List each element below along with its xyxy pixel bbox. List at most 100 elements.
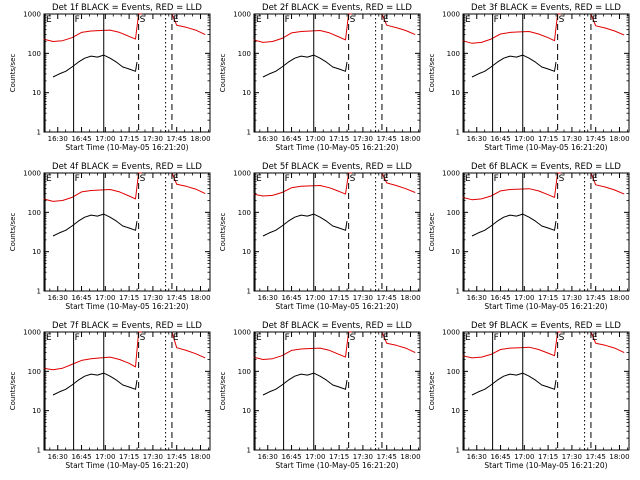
- plot-frame: [462, 13, 630, 133]
- y-tick-label: 100: [447, 368, 460, 376]
- marker-label: S: [559, 174, 565, 184]
- x-tick-label: 17:00: [95, 453, 115, 461]
- marker-label: E: [465, 15, 471, 25]
- x-tick-label: 17:00: [95, 294, 115, 302]
- y-tick-label: 1: [37, 447, 41, 455]
- marker-label: S: [350, 333, 356, 343]
- panel-title: Det 4f BLACK = Events, RED = LLD: [52, 162, 202, 172]
- events-series-line: [471, 372, 557, 396]
- x-tick-label: 18:00: [400, 294, 420, 302]
- x-tick-label: 17:15: [119, 294, 139, 302]
- x-tick-label: 17:30: [353, 453, 373, 461]
- marker-label: F: [494, 333, 499, 343]
- y-axis-label: Counts/sec: [428, 372, 436, 411]
- y-tick-label: 1: [37, 129, 41, 137]
- x-tick-label: 18:00: [609, 294, 629, 302]
- marker-label: S: [140, 15, 146, 25]
- y-tick-label: 1: [456, 129, 460, 137]
- x-tick-label: 17:00: [305, 453, 325, 461]
- plot-frame: [253, 13, 421, 133]
- y-tick-label: 1000: [23, 329, 41, 337]
- y-tick-label: 10: [451, 407, 460, 415]
- y-tick-label: 100: [447, 50, 460, 58]
- y-tick-label: 10: [242, 407, 251, 415]
- y-tick-label: 1000: [233, 329, 251, 337]
- x-tick-label: 17:45: [377, 135, 397, 143]
- y-tick-label: 10: [242, 89, 251, 97]
- y-tick-label: 10: [451, 89, 460, 97]
- marker-label: F: [75, 15, 80, 25]
- plot-frame: [43, 331, 211, 451]
- marker-label: F: [494, 174, 499, 184]
- events-series-line: [52, 54, 138, 78]
- x-tick-label: 17:00: [514, 453, 534, 461]
- marker-label: F: [494, 15, 499, 25]
- y-tick-label: 1: [456, 288, 460, 296]
- x-tick-label: 16:45: [490, 135, 510, 143]
- x-tick-label: 16:45: [281, 135, 301, 143]
- x-tick-label: 17:00: [514, 294, 534, 302]
- y-tick-label: 1000: [233, 11, 251, 19]
- y-tick-label: 100: [28, 50, 41, 58]
- lld-series-line: [462, 13, 625, 44]
- plot-frame: [462, 331, 630, 451]
- plot-frame: [43, 172, 211, 292]
- events-series-line: [471, 213, 557, 237]
- x-tick-label: 18:00: [609, 453, 629, 461]
- x-tick-label: 17:45: [586, 135, 606, 143]
- plot-frame: [253, 172, 421, 292]
- y-tick-label: 1000: [233, 170, 251, 178]
- marker-label: S: [350, 174, 356, 184]
- y-tick-label: 1000: [23, 170, 41, 178]
- x-axis-label: Start Time (10-May-05 16:21:20): [484, 143, 607, 152]
- marker-label: E: [256, 15, 262, 25]
- plot-frame: [462, 172, 630, 292]
- y-tick-label: 1: [247, 288, 251, 296]
- marker-label: E: [465, 333, 471, 343]
- x-tick-label: 17:00: [305, 135, 325, 143]
- x-tick-label: 17:00: [305, 294, 325, 302]
- marker-label: E: [46, 15, 52, 25]
- x-axis-label: Start Time (10-May-05 16:21:20): [65, 461, 188, 470]
- x-tick-label: 17:15: [329, 453, 349, 461]
- y-axis-label: Counts/sec: [219, 54, 227, 93]
- x-axis-label: Start Time (10-May-05 16:21:20): [275, 461, 398, 470]
- marker-label: E: [46, 174, 52, 184]
- x-tick-label: 17:15: [119, 135, 139, 143]
- y-tick-label: 1000: [442, 170, 460, 178]
- y-axis-label: Counts/sec: [219, 372, 227, 411]
- lld-series-line: [43, 172, 206, 202]
- events-series-line: [52, 372, 138, 396]
- lld-series-line: [43, 13, 206, 42]
- x-tick-label: 16:30: [258, 453, 278, 461]
- y-tick-label: 10: [32, 248, 41, 256]
- marker-label: E: [592, 333, 598, 343]
- panel-title: Det 3f BLACK = Events, RED = LLD: [471, 3, 621, 13]
- y-tick-label: 10: [32, 407, 41, 415]
- x-tick-label: 17:45: [167, 135, 187, 143]
- x-tick-label: 18:00: [609, 135, 629, 143]
- y-tick-label: 1: [247, 129, 251, 137]
- y-tick-label: 10: [32, 89, 41, 97]
- marker-label: E: [173, 174, 179, 184]
- x-tick-label: 17:30: [562, 294, 582, 302]
- y-tick-label: 100: [28, 209, 41, 217]
- x-tick-label: 17:45: [586, 294, 606, 302]
- marker-label: F: [75, 333, 80, 343]
- lld-series-line: [462, 172, 625, 201]
- marker-label: S: [350, 15, 356, 25]
- marker-label: E: [383, 15, 389, 25]
- x-tick-label: 17:30: [562, 453, 582, 461]
- panel-title: Det 9f BLACK = Events, RED = LLD: [471, 321, 621, 331]
- marker-label: E: [592, 15, 598, 25]
- x-tick-label: 17:45: [167, 294, 187, 302]
- x-tick-label: 17:30: [353, 294, 373, 302]
- x-tick-label: 17:15: [538, 294, 558, 302]
- marker-label: E: [256, 333, 262, 343]
- x-tick-label: 18:00: [190, 453, 210, 461]
- x-tick-label: 17:45: [586, 453, 606, 461]
- events-series-line: [471, 54, 557, 78]
- lld-series-line: [462, 331, 625, 359]
- marker-label: E: [256, 174, 262, 184]
